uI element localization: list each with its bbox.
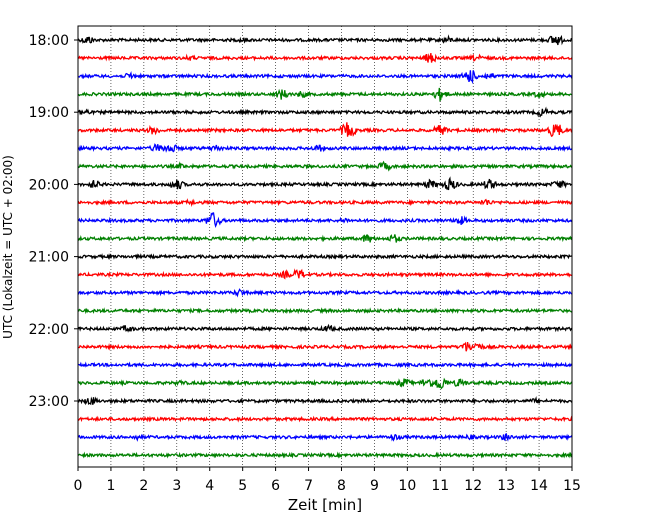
y-tick-label: 21:00 [29,250,69,266]
seismogram-trace [77,288,573,298]
seismogram-trace [77,396,573,406]
seismogram-trace [77,160,573,172]
y-tick-label: 19:00 [29,105,69,121]
x-tick-label: 1 [106,478,115,494]
seismogram-trace [77,341,573,352]
y-tick-label: 22:00 [29,322,69,338]
seismogram-trace [77,268,573,280]
x-tick-label: 12 [464,478,482,494]
seismogram-trace [77,87,573,103]
x-tick-label: 5 [238,478,247,494]
x-tick-label: 0 [74,478,83,494]
seismogram-trace [77,253,573,261]
x-axis-label: Zeit [min] [288,496,362,514]
seismogram-trace [77,377,573,390]
seismogram-trace [77,198,573,208]
seismogram-trace [77,122,573,137]
seismogram-trace [77,176,573,191]
seismogram-trace [77,415,573,423]
x-tick-label: 10 [398,478,416,494]
plot-frame [77,25,573,468]
traces-group [77,34,573,459]
x-tick-label: 4 [205,478,214,494]
seismogram-trace [77,433,573,442]
x-tick-label: 13 [497,478,515,494]
x-tick-label: 15 [563,478,581,494]
seismogram-trace [77,34,573,46]
seismogram-trace [77,70,573,85]
y-axis-label: UTC (Lokalzeit = UTC + 02:00) [1,155,15,339]
y-axis-ticks: 18:00 19:00 20:00 21:00 22:00 23:00 [29,33,78,410]
seismogram-trace [77,143,573,153]
x-tick-label: 7 [304,478,313,494]
y-tick-label: 18:00 [29,33,69,49]
seismogram-trace [77,106,573,118]
x-tick-label: 6 [271,478,280,494]
seismogram-trace [77,451,573,459]
seismogram-trace [77,323,573,333]
x-axis-ticks: 0 1 2 3 4 5 6 7 8 9 10 11 12 13 14 15 [74,467,581,494]
y-tick-label: 20:00 [29,177,69,193]
x-tick-label: 8 [337,478,346,494]
seismogram-trace [77,361,573,369]
seismogram-trace [77,52,573,63]
x-tick-label: 14 [530,478,548,494]
seismogram-trace [77,234,573,243]
x-tick-label: 11 [431,478,449,494]
seismogram-trace [77,307,573,315]
x-tick-label: 3 [172,478,181,494]
y-tick-label: 23:00 [29,394,69,410]
seismogram-trace [77,212,573,228]
x-tick-label: 9 [370,478,379,494]
x-tick-label: 2 [139,478,148,494]
